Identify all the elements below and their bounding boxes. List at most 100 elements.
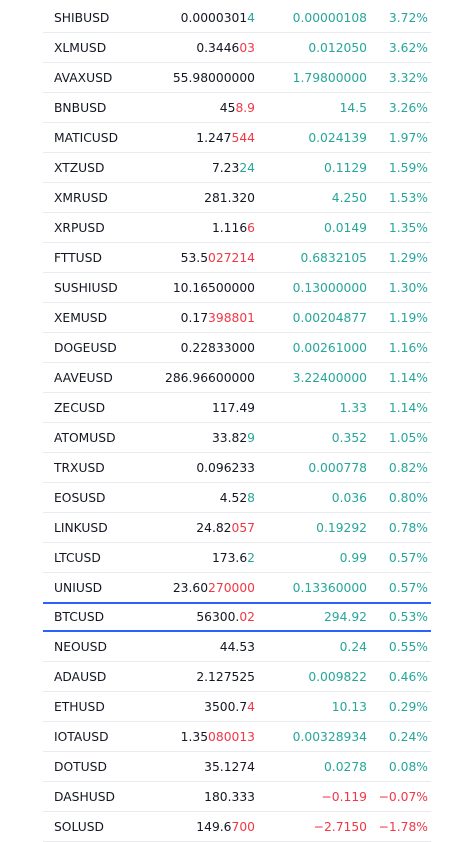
symbol-label: NEOUSD [54, 640, 107, 654]
watchlist-row-xlmusd[interactable]: XLMUSD 0.344603 0.012050 3.62% [43, 33, 431, 63]
last-price-tick-digits: 8.9 [235, 101, 255, 115]
change-value: 0.19292 [316, 521, 367, 535]
last-price: 458.9 [220, 93, 255, 123]
watchlist-row-neousd[interactable]: NEOUSD 44.53 0.24 0.55% [43, 632, 431, 662]
change-percent: 1.53% [388, 191, 428, 205]
watchlist-row-solusd[interactable]: SOLUSD 149.6700 −2.7150 −1.78% [43, 812, 431, 842]
last-price-tick-digits: 700 [231, 820, 255, 834]
watchlist-row-ethusd[interactable]: ETHUSD 3500.74 10.13 0.29% [43, 692, 431, 722]
symbol-label: ZECUSD [54, 401, 106, 415]
last-price: 286.96600000 [165, 363, 255, 393]
change-value: 0.13360000 [292, 581, 367, 595]
last-price: 10.16500000 [173, 273, 255, 303]
change-value: 0.0278 [323, 760, 367, 774]
watchlist-row-atomusd[interactable]: ATOMUSD 33.829 0.352 1.05% [43, 423, 431, 453]
watchlist-row-uniusd[interactable]: UNIUSD 23.60270000 0.13360000 0.57% [43, 573, 431, 603]
change-percent: 1.35% [388, 221, 428, 235]
last-price-base: 53.5 [180, 251, 209, 265]
symbol-label: XLMUSD [54, 41, 107, 55]
watchlist-row-btcusd[interactable]: BTCUSD 56300.02 294.92 0.53% [43, 602, 431, 632]
change-value: 0.13000000 [292, 281, 367, 295]
last-price-base: 173.6 [211, 551, 248, 565]
change-percent: 0.78% [388, 521, 428, 535]
change-percent: 0.82% [388, 461, 428, 475]
change-value: 0.036 [331, 491, 367, 505]
watchlist-row-aaveusd[interactable]: AAVEUSD 286.96600000 3.22400000 1.14% [43, 363, 431, 393]
symbol-label: EOSUSD [54, 491, 106, 505]
last-price: 1.1166 [212, 213, 255, 243]
last-price-tick-digits: 9 [247, 431, 255, 445]
last-price-base: 1.35 [180, 730, 209, 744]
symbol-label: SOLUSD [54, 820, 104, 834]
symbol-label: BTCUSD [54, 610, 105, 624]
symbol-label: UNIUSD [54, 581, 103, 595]
last-price: 0.096233 [196, 453, 255, 483]
symbol-label: DOTUSD [54, 760, 107, 774]
last-price: 24.82057 [196, 513, 255, 543]
watchlist-row-shibusd[interactable]: SHIBUSD 0.00003014 0.00000108 3.72% [43, 3, 431, 33]
last-price: 7.2324 [212, 153, 255, 183]
last-price-base: 1.116 [211, 221, 248, 235]
watchlist-row-maticusd[interactable]: MATICUSD 1.247544 0.024139 1.97% [43, 123, 431, 153]
last-price-tick-digits: 270000 [208, 581, 255, 595]
watchlist-row-zecusd[interactable]: ZECUSD 117.49 1.33 1.14% [43, 393, 431, 423]
change-value: 0.99 [339, 551, 367, 565]
last-price-base: 44.53 [219, 640, 255, 654]
watchlist-row-dogeusd[interactable]: DOGEUSD 0.22833000 0.00261000 1.16% [43, 333, 431, 363]
watchlist-row-trxusd[interactable]: TRXUSD 0.096233 0.000778 0.82% [43, 453, 431, 483]
watchlist-row-xrpusd[interactable]: XRPUSD 1.1166 0.0149 1.35% [43, 213, 431, 243]
symbol-label: SUSHIUSD [54, 281, 118, 295]
watchlist-row-ltcusd[interactable]: LTCUSD 173.62 0.99 0.57% [43, 543, 431, 573]
symbol-label: LTCUSD [54, 551, 101, 565]
watchlist-row-dotusd[interactable]: DOTUSD 35.1274 0.0278 0.08% [43, 752, 431, 782]
last-price: 4.528 [220, 483, 255, 513]
change-value: 0.009822 [308, 670, 367, 684]
change-value: 1.79800000 [292, 71, 367, 85]
change-value: 0.1129 [323, 161, 367, 175]
change-percent: 1.16% [388, 341, 428, 355]
symbol-label: MATICUSD [54, 131, 119, 145]
change-percent: 1.14% [388, 371, 428, 385]
last-price-base: 10.16500000 [172, 281, 255, 295]
last-price-base: 45 [219, 101, 236, 115]
change-value: 0.00261000 [292, 341, 367, 355]
last-price: 56300.02 [196, 604, 255, 631]
watchlist-row-iotausd[interactable]: IOTAUSD 1.35080013 0.00328934 0.24% [43, 722, 431, 752]
last-price-tick-digits: 6 [247, 221, 255, 235]
last-price-tick-digits: 027214 [208, 251, 255, 265]
symbol-label: ATOMUSD [54, 431, 116, 445]
last-price-base: 2.127525 [196, 670, 255, 684]
change-value: −0.119 [321, 790, 367, 804]
change-value: 0.00000108 [292, 11, 367, 25]
watchlist-row-xmrusd[interactable]: XMRUSD 281.320 4.250 1.53% [43, 183, 431, 213]
symbol-label: IOTAUSD [54, 730, 109, 744]
last-price-base: 0.0000301 [180, 11, 248, 25]
watchlist-row-avaxusd[interactable]: AVAXUSD 55.98000000 1.79800000 3.32% [43, 63, 431, 93]
watchlist-row-xtzusd[interactable]: XTZUSD 7.2324 0.1129 1.59% [43, 153, 431, 183]
watchlist-row-sushiusd[interactable]: SUSHIUSD 10.16500000 0.13000000 1.30% [43, 273, 431, 303]
change-value: 0.352 [331, 431, 367, 445]
last-price-base: 0.096233 [196, 461, 255, 475]
change-value: 0.00328934 [292, 730, 367, 744]
change-percent: 3.62% [388, 41, 428, 55]
watchlist-row-linkusd[interactable]: LINKUSD 24.82057 0.19292 0.78% [43, 513, 431, 543]
change-value: 0.24 [339, 640, 367, 654]
last-price-base: 1.247 [196, 131, 232, 145]
change-percent: 0.80% [388, 491, 428, 505]
last-price-tick-digits: 544 [231, 131, 255, 145]
last-price: 281.320 [204, 183, 255, 213]
last-price-base: 180.333 [204, 790, 255, 804]
watchlist-row-eosusd[interactable]: EOSUSD 4.528 0.036 0.80% [43, 483, 431, 513]
watchlist-row-adausd[interactable]: ADAUSD 2.127525 0.009822 0.46% [43, 662, 431, 692]
symbol-label: SHIBUSD [54, 11, 110, 25]
last-price: 149.6700 [196, 812, 255, 842]
watchlist-row-dashusd[interactable]: DASHUSD 180.333 −0.119 −0.07% [43, 782, 431, 812]
last-price: 35.1274 [204, 752, 255, 782]
watchlist-row-fttusd[interactable]: FTTUSD 53.5027214 0.6832105 1.29% [43, 243, 431, 273]
watchlist-row-xemusd[interactable]: XEMUSD 0.17398801 0.00204877 1.19% [43, 303, 431, 333]
watchlist-row-bnbusd[interactable]: BNBUSD 458.9 14.5 3.26% [43, 93, 431, 123]
last-price: 173.62 [212, 543, 255, 573]
change-percent: 3.32% [388, 71, 428, 85]
change-value: 3.22400000 [292, 371, 367, 385]
last-price: 1.35080013 [181, 722, 255, 752]
